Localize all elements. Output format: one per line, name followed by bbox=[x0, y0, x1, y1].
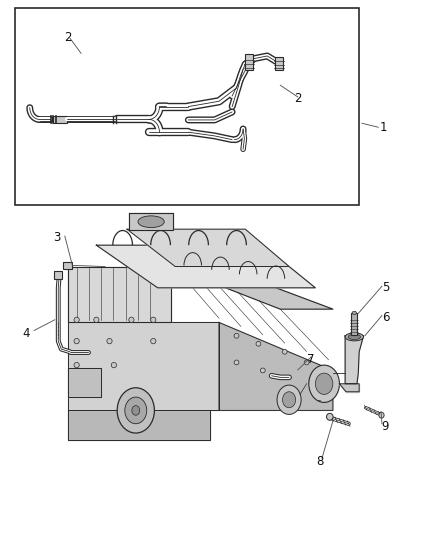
Ellipse shape bbox=[345, 333, 364, 341]
Ellipse shape bbox=[283, 392, 296, 408]
Bar bbox=[15, 8, 359, 205]
Text: 8: 8 bbox=[316, 455, 323, 467]
Polygon shape bbox=[68, 266, 171, 322]
Ellipse shape bbox=[94, 317, 99, 322]
Ellipse shape bbox=[277, 385, 301, 415]
Ellipse shape bbox=[74, 362, 79, 368]
Polygon shape bbox=[345, 336, 364, 384]
Bar bbox=[63, 262, 72, 269]
Polygon shape bbox=[129, 213, 173, 230]
Ellipse shape bbox=[260, 368, 265, 373]
Polygon shape bbox=[219, 322, 333, 410]
Ellipse shape bbox=[129, 317, 134, 322]
Ellipse shape bbox=[326, 414, 333, 420]
Text: 1: 1 bbox=[379, 122, 387, 134]
Text: 2: 2 bbox=[294, 92, 302, 105]
Bar bbox=[275, 57, 283, 70]
Bar bbox=[53, 116, 67, 123]
Ellipse shape bbox=[256, 341, 261, 346]
Polygon shape bbox=[68, 410, 210, 440]
Text: 2: 2 bbox=[64, 31, 72, 44]
Ellipse shape bbox=[234, 360, 239, 365]
Ellipse shape bbox=[125, 397, 147, 424]
Ellipse shape bbox=[309, 365, 339, 402]
Ellipse shape bbox=[132, 406, 140, 415]
Bar bbox=[351, 313, 357, 335]
Text: 9: 9 bbox=[381, 420, 389, 433]
Ellipse shape bbox=[234, 334, 239, 338]
Text: 4: 4 bbox=[22, 327, 30, 340]
Ellipse shape bbox=[138, 216, 164, 228]
Ellipse shape bbox=[111, 362, 117, 368]
Polygon shape bbox=[339, 384, 359, 392]
Ellipse shape bbox=[379, 413, 384, 418]
Text: 5: 5 bbox=[382, 281, 389, 294]
Polygon shape bbox=[68, 322, 219, 410]
Polygon shape bbox=[171, 266, 333, 309]
Ellipse shape bbox=[315, 373, 333, 394]
Ellipse shape bbox=[117, 388, 154, 433]
Ellipse shape bbox=[348, 334, 360, 340]
Ellipse shape bbox=[151, 317, 156, 322]
Ellipse shape bbox=[74, 317, 79, 322]
Ellipse shape bbox=[151, 338, 156, 344]
Bar bbox=[54, 271, 62, 279]
Text: 6: 6 bbox=[381, 311, 389, 324]
Ellipse shape bbox=[304, 360, 309, 365]
Ellipse shape bbox=[74, 338, 79, 344]
Polygon shape bbox=[68, 368, 101, 397]
Bar bbox=[245, 54, 253, 70]
Polygon shape bbox=[96, 245, 315, 288]
Ellipse shape bbox=[352, 311, 357, 314]
Ellipse shape bbox=[107, 338, 112, 344]
Text: 7: 7 bbox=[307, 353, 315, 366]
Ellipse shape bbox=[282, 350, 287, 354]
Text: 3: 3 bbox=[53, 231, 60, 244]
Polygon shape bbox=[127, 229, 289, 266]
